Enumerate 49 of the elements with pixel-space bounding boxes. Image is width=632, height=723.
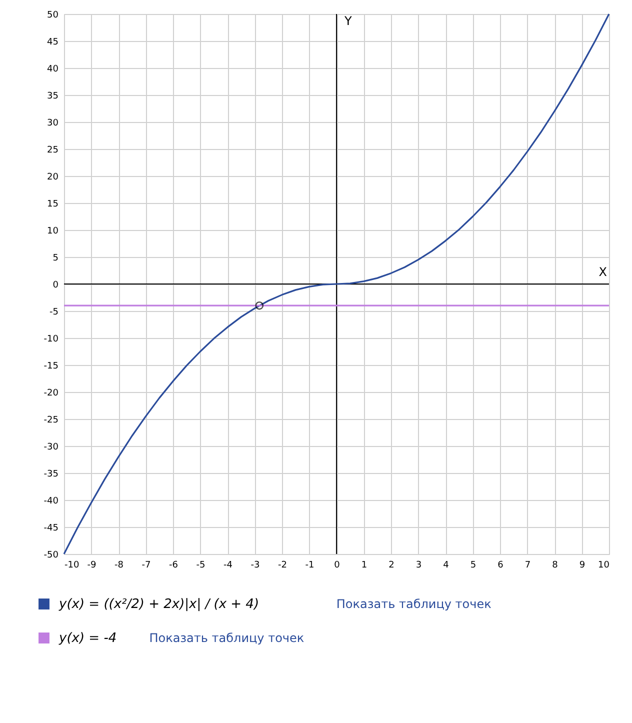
y-tick-label: 30 [47,118,59,128]
x-tick-label: 10 [598,560,610,570]
y-tick-label: -5 [50,308,58,318]
x-tick-label: -9 [87,560,97,570]
y-tick-label: 0 [52,280,59,290]
x-tick-label: 6 [498,560,504,570]
x-tick-label: -7 [142,560,151,570]
x-tick-label: 2 [388,560,394,570]
ref-line-label: Y [344,14,352,28]
y-tick-label: 40 [47,64,59,74]
x-tick-label: -10 [64,560,80,570]
y-tick-label: -20 [44,388,59,398]
x-tick-label: -1 [305,560,314,570]
y-tick-label: -10 [44,334,59,344]
y-tick-label: -40 [44,496,59,506]
x-tick-label: 8 [552,560,558,570]
x-tick-label: -2 [278,560,287,570]
x-tick-label: 0 [334,560,340,570]
x-tick-label: 5 [470,560,476,570]
y-tick-label: -35 [44,470,58,480]
x-tick-label: -4 [224,560,233,570]
x-tick-label: 1 [361,560,368,570]
x-tick-label: -8 [114,560,124,570]
x-tick-label: -6 [169,560,178,570]
x-tick-label: -5 [196,560,206,570]
x-tick-label: 7 [524,560,531,570]
y-tick-label: -45 [44,524,58,534]
y-tick-label: 20 [47,172,59,182]
legend-label: y(x) = ((x²/2) + 2x)|x| / (x + 4) [58,597,260,612]
y-tick-label: -30 [44,442,59,452]
y-tick-label: 15 [47,200,58,210]
x-tick-label: 3 [416,560,422,570]
legend-label: y(x) = -4 [58,631,117,646]
text: Показать таблицу точек [149,631,304,645]
x-tick-label: 4 [443,560,450,570]
y-tick-label: 35 [47,92,58,102]
y-tick-label: 45 [47,38,58,48]
y-tick-label: 50 [47,10,59,20]
y-tick-label: -50 [44,550,59,560]
x-tick-label: 9 [579,560,586,570]
ref-line-label: X [598,265,607,279]
y-tick-label: 10 [47,226,59,236]
text: Показать таблицу точек [336,597,492,611]
y-tick-label: -25 [44,416,58,426]
line-series [63,13,610,555]
y-tick-label: -15 [44,362,58,372]
x-tick-label: -3 [250,560,260,570]
y-tick-label: 5 [52,254,58,264]
y-tick-label: 25 [47,146,58,156]
